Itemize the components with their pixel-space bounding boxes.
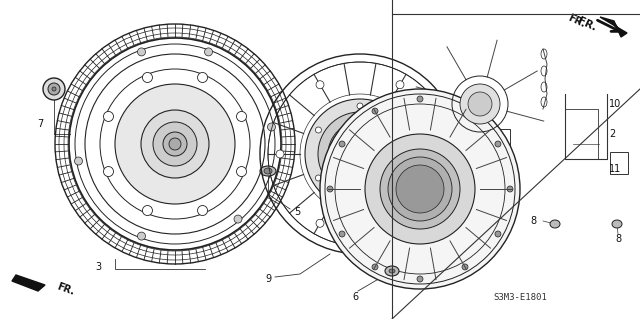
Ellipse shape xyxy=(138,232,145,240)
Ellipse shape xyxy=(305,99,415,209)
Ellipse shape xyxy=(143,72,152,83)
Ellipse shape xyxy=(385,266,399,276)
Ellipse shape xyxy=(372,264,378,270)
Ellipse shape xyxy=(357,199,363,205)
Bar xyxy=(610,152,628,174)
Ellipse shape xyxy=(316,81,324,89)
Ellipse shape xyxy=(237,111,246,122)
Text: 8: 8 xyxy=(615,234,621,244)
Ellipse shape xyxy=(388,157,452,221)
Ellipse shape xyxy=(205,48,212,56)
Ellipse shape xyxy=(339,231,345,237)
Text: 10: 10 xyxy=(609,99,621,109)
Text: FR.: FR. xyxy=(576,15,598,33)
Ellipse shape xyxy=(115,84,235,204)
Ellipse shape xyxy=(43,78,65,100)
Ellipse shape xyxy=(327,186,333,192)
Ellipse shape xyxy=(198,72,207,83)
Ellipse shape xyxy=(612,220,622,228)
Text: 7: 7 xyxy=(37,119,43,129)
Text: FR.: FR. xyxy=(55,281,76,297)
Text: 9: 9 xyxy=(265,274,271,284)
Ellipse shape xyxy=(396,219,404,227)
Ellipse shape xyxy=(399,127,404,133)
Text: 2: 2 xyxy=(609,129,615,139)
Ellipse shape xyxy=(462,264,468,270)
Ellipse shape xyxy=(495,231,501,237)
Ellipse shape xyxy=(339,141,345,147)
Ellipse shape xyxy=(399,175,404,181)
Text: 8: 8 xyxy=(530,216,536,226)
Ellipse shape xyxy=(264,168,272,174)
Ellipse shape xyxy=(365,134,475,244)
Ellipse shape xyxy=(336,130,384,178)
Ellipse shape xyxy=(143,205,152,216)
Ellipse shape xyxy=(237,167,246,176)
Text: 5: 5 xyxy=(294,207,300,217)
Ellipse shape xyxy=(141,110,209,178)
Ellipse shape xyxy=(104,111,113,122)
Ellipse shape xyxy=(320,89,520,289)
Ellipse shape xyxy=(198,205,207,216)
Polygon shape xyxy=(600,17,627,37)
Text: S3M3-E1801: S3M3-E1801 xyxy=(493,293,547,301)
Text: 6: 6 xyxy=(352,292,358,302)
Ellipse shape xyxy=(417,96,423,102)
Ellipse shape xyxy=(495,141,501,147)
Text: FR.: FR. xyxy=(566,13,587,29)
Bar xyxy=(455,129,510,179)
Ellipse shape xyxy=(372,108,378,114)
Ellipse shape xyxy=(316,219,324,227)
Ellipse shape xyxy=(163,132,187,156)
Ellipse shape xyxy=(316,127,321,133)
Text: 11: 11 xyxy=(609,164,621,174)
Polygon shape xyxy=(12,275,45,291)
Ellipse shape xyxy=(318,112,402,196)
Ellipse shape xyxy=(74,157,83,165)
Ellipse shape xyxy=(436,150,444,158)
Ellipse shape xyxy=(468,92,492,116)
Ellipse shape xyxy=(104,167,113,176)
Ellipse shape xyxy=(507,186,513,192)
Ellipse shape xyxy=(396,81,404,89)
Ellipse shape xyxy=(234,215,242,223)
Ellipse shape xyxy=(268,123,275,131)
Ellipse shape xyxy=(417,276,423,282)
Ellipse shape xyxy=(328,122,392,186)
Ellipse shape xyxy=(357,103,363,109)
Ellipse shape xyxy=(396,165,444,213)
Ellipse shape xyxy=(389,269,395,273)
Ellipse shape xyxy=(550,220,560,228)
Ellipse shape xyxy=(48,83,60,95)
Ellipse shape xyxy=(169,138,181,150)
Ellipse shape xyxy=(460,84,500,124)
Ellipse shape xyxy=(153,122,197,166)
Ellipse shape xyxy=(316,175,321,181)
Ellipse shape xyxy=(276,150,284,158)
Ellipse shape xyxy=(462,108,468,114)
Ellipse shape xyxy=(52,87,56,91)
Ellipse shape xyxy=(380,149,460,229)
Ellipse shape xyxy=(138,48,145,56)
Text: 3: 3 xyxy=(95,262,101,272)
Ellipse shape xyxy=(260,166,276,176)
